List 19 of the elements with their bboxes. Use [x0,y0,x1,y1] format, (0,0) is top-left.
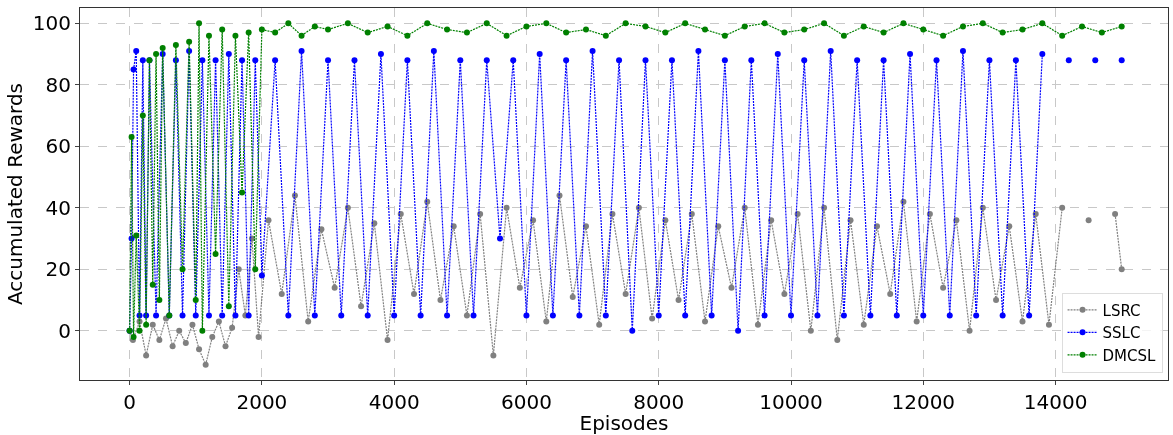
y-tick-label: 80 [45,72,71,97]
x-tick-label: 14000 [1023,390,1088,414]
x-tick-label: 12000 [891,390,956,414]
legend-label: DMCSL [1102,346,1157,365]
x-tick-label: 6000 [500,390,552,414]
x-tick-label: 0 [123,390,136,414]
y-tick-label: 100 [32,11,71,36]
y-tick-label: 0 [58,318,71,343]
x-tick-label: 10000 [759,390,823,414]
x-axis-title: Episodes [579,411,669,435]
x-tick-label: 4000 [368,390,420,414]
y-axis-title: Accumulated Rewards [3,82,28,306]
legend-label: SSLC [1102,324,1141,343]
y-tick-label: 20 [45,257,71,282]
legend-label: LSRC [1102,301,1141,320]
x-tick-label: 2000 [236,390,288,414]
y-tick-label: 40 [45,195,71,220]
y-tick-label: 60 [45,134,71,159]
x-tick-label: 8000 [633,390,685,414]
